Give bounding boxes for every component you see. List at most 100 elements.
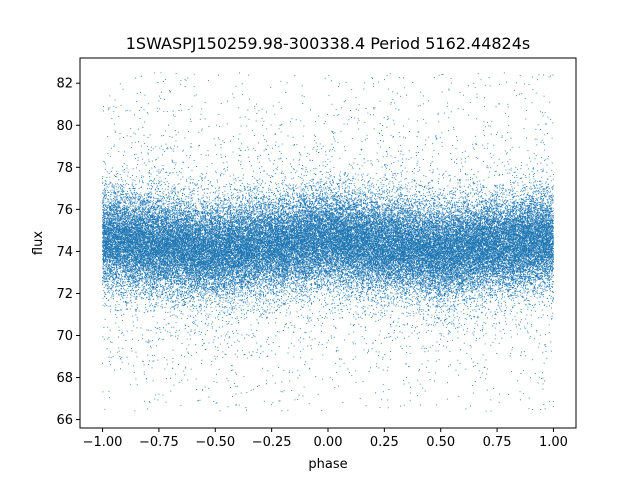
data-point [265, 311, 266, 312]
data-point [404, 269, 405, 270]
data-point [132, 202, 133, 203]
data-point [374, 280, 375, 281]
data-point [439, 277, 440, 278]
data-point [230, 298, 231, 299]
data-point [542, 190, 543, 191]
data-point [486, 313, 487, 314]
data-point [262, 216, 263, 217]
data-point [252, 202, 253, 203]
data-point [110, 182, 111, 183]
data-point [473, 221, 474, 222]
data-point [406, 377, 407, 378]
data-point [452, 309, 453, 310]
data-point [524, 300, 525, 301]
data-point [452, 296, 453, 297]
data-point [463, 233, 464, 234]
data-point [150, 271, 151, 272]
data-point [462, 203, 463, 204]
data-point [408, 313, 409, 314]
data-point [507, 225, 508, 226]
data-point [321, 210, 322, 211]
data-point [383, 357, 384, 358]
data-point [230, 218, 231, 219]
data-point [224, 199, 225, 200]
data-point [496, 206, 497, 207]
data-point [140, 268, 141, 269]
data-point [273, 289, 274, 290]
data-point [482, 267, 483, 268]
data-point [321, 209, 322, 210]
data-point [121, 274, 122, 275]
data-point [520, 290, 521, 291]
data-point [544, 363, 545, 364]
data-point [185, 304, 186, 305]
data-point [118, 294, 119, 295]
data-point [523, 207, 524, 208]
data-point [298, 176, 299, 177]
data-point [243, 273, 244, 274]
data-point [542, 302, 543, 303]
data-point [161, 184, 162, 185]
data-point [446, 171, 447, 172]
data-point [439, 174, 440, 175]
data-point [418, 311, 419, 312]
data-point [491, 220, 492, 221]
data-point [528, 241, 529, 242]
data-point [393, 223, 394, 224]
data-point [383, 217, 384, 218]
data-point [482, 329, 483, 330]
data-point [364, 192, 365, 193]
data-point [262, 281, 263, 282]
data-point [377, 206, 378, 207]
data-point [420, 295, 421, 296]
data-point [390, 317, 391, 318]
data-point [209, 300, 210, 301]
data-point [134, 154, 135, 155]
data-point [429, 281, 430, 282]
data-point [509, 234, 510, 235]
data-point [414, 269, 415, 270]
data-point [476, 210, 477, 211]
data-point [514, 90, 515, 91]
data-point [384, 313, 385, 314]
data-point [289, 211, 290, 212]
data-point [444, 277, 445, 278]
data-point [312, 190, 313, 191]
data-point [543, 116, 544, 117]
data-point [481, 288, 482, 289]
data-point [474, 194, 475, 195]
data-point [222, 290, 223, 291]
data-point [488, 309, 489, 310]
data-point [328, 225, 329, 226]
data-point [236, 260, 237, 261]
data-point [484, 231, 485, 232]
data-point [175, 279, 176, 280]
data-point [128, 226, 129, 227]
data-point [257, 274, 258, 275]
data-point [539, 343, 540, 344]
data-point [290, 322, 291, 323]
data-point [227, 213, 228, 214]
data-point [314, 263, 315, 264]
data-point [328, 190, 329, 191]
data-point [161, 170, 162, 171]
data-point [188, 344, 189, 345]
data-point [524, 222, 525, 223]
data-point [207, 293, 208, 294]
data-point [235, 354, 236, 355]
data-point [225, 336, 226, 337]
data-point [146, 206, 147, 207]
data-point [500, 267, 501, 268]
data-point [386, 185, 387, 186]
data-point [288, 353, 289, 354]
data-point [237, 189, 238, 190]
data-point [416, 288, 417, 289]
data-point [208, 397, 209, 398]
data-point [406, 308, 407, 309]
data-point [383, 191, 384, 192]
data-point [536, 206, 537, 207]
data-point [410, 267, 411, 268]
data-point [245, 196, 246, 197]
data-point [280, 305, 281, 306]
